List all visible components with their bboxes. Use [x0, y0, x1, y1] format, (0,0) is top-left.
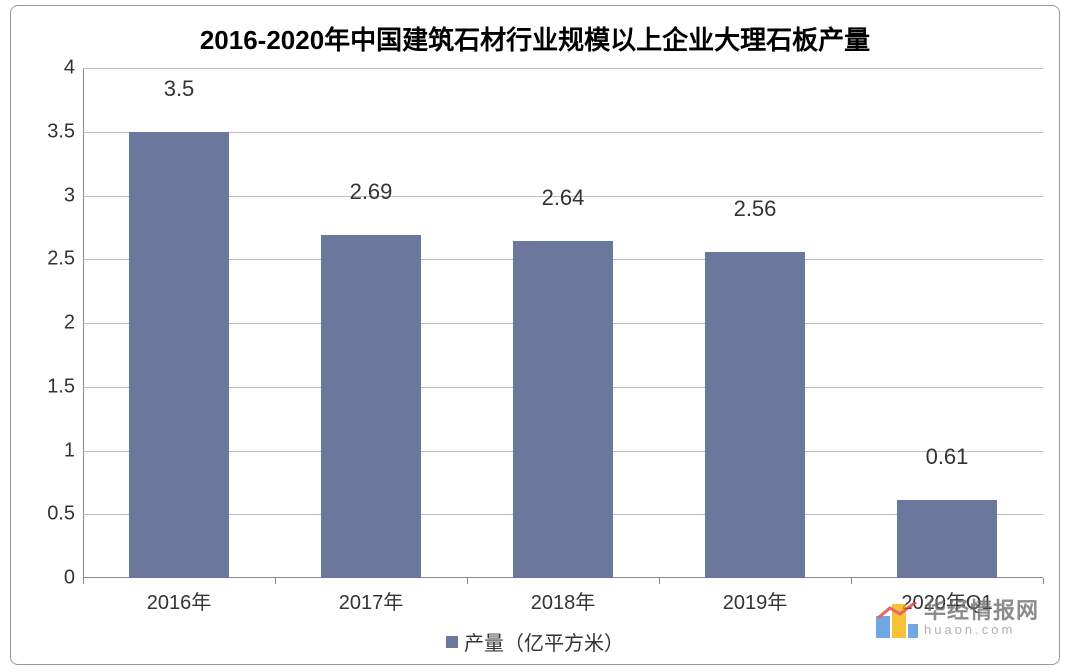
watermark-en: huaon.com [924, 623, 1039, 637]
x-tickmark [467, 578, 468, 584]
x-tick-label: 2016年 [147, 578, 212, 615]
x-tickmark [83, 578, 84, 584]
chart-title: 2016-2020年中国建筑石材行业规模以上企业大理石板产量 [11, 6, 1059, 57]
x-tickmark [659, 578, 660, 584]
x-tickmark [275, 578, 276, 584]
x-tick-label: 2018年 [531, 578, 596, 615]
bar [705, 252, 805, 578]
bar-value-label: 0.61 [926, 444, 969, 470]
x-tickmark [851, 578, 852, 584]
y-tick-label: 0.5 [47, 503, 83, 526]
bar-value-label: 2.64 [542, 185, 585, 211]
bar-value-label: 3.5 [164, 76, 195, 102]
bar [897, 500, 997, 578]
bar-value-label: 2.69 [350, 179, 393, 205]
bar [321, 235, 421, 578]
gridline [83, 68, 1043, 69]
bar [129, 132, 229, 578]
chart-container: 2016-2020年中国建筑石材行业规模以上企业大理石板产量 00.511.52… [10, 5, 1060, 665]
x-tick-label: 2017年 [339, 578, 404, 615]
y-tick-label: 2.5 [47, 248, 83, 271]
x-tick-label: 2020年Q1 [901, 578, 992, 615]
x-tick-label: 2019年 [723, 578, 788, 615]
y-tick-label: 3.5 [47, 120, 83, 143]
y-tick-label: 3 [64, 184, 83, 207]
plot-area: 00.511.522.533.543.52016年2.692017年2.6420… [83, 68, 1043, 578]
legend-label: 产量（亿平方米） [464, 627, 624, 656]
y-tick-label: 0 [64, 567, 83, 590]
y-tick-label: 2 [64, 312, 83, 335]
y-tick-label: 4 [64, 57, 83, 80]
bar-value-label: 2.56 [734, 196, 777, 222]
legend: 产量（亿平方米） [446, 627, 624, 656]
y-tick-label: 1 [64, 439, 83, 462]
x-tickmark [1043, 578, 1044, 584]
legend-swatch [446, 636, 458, 648]
y-tick-label: 1.5 [47, 375, 83, 398]
bar [513, 241, 613, 578]
